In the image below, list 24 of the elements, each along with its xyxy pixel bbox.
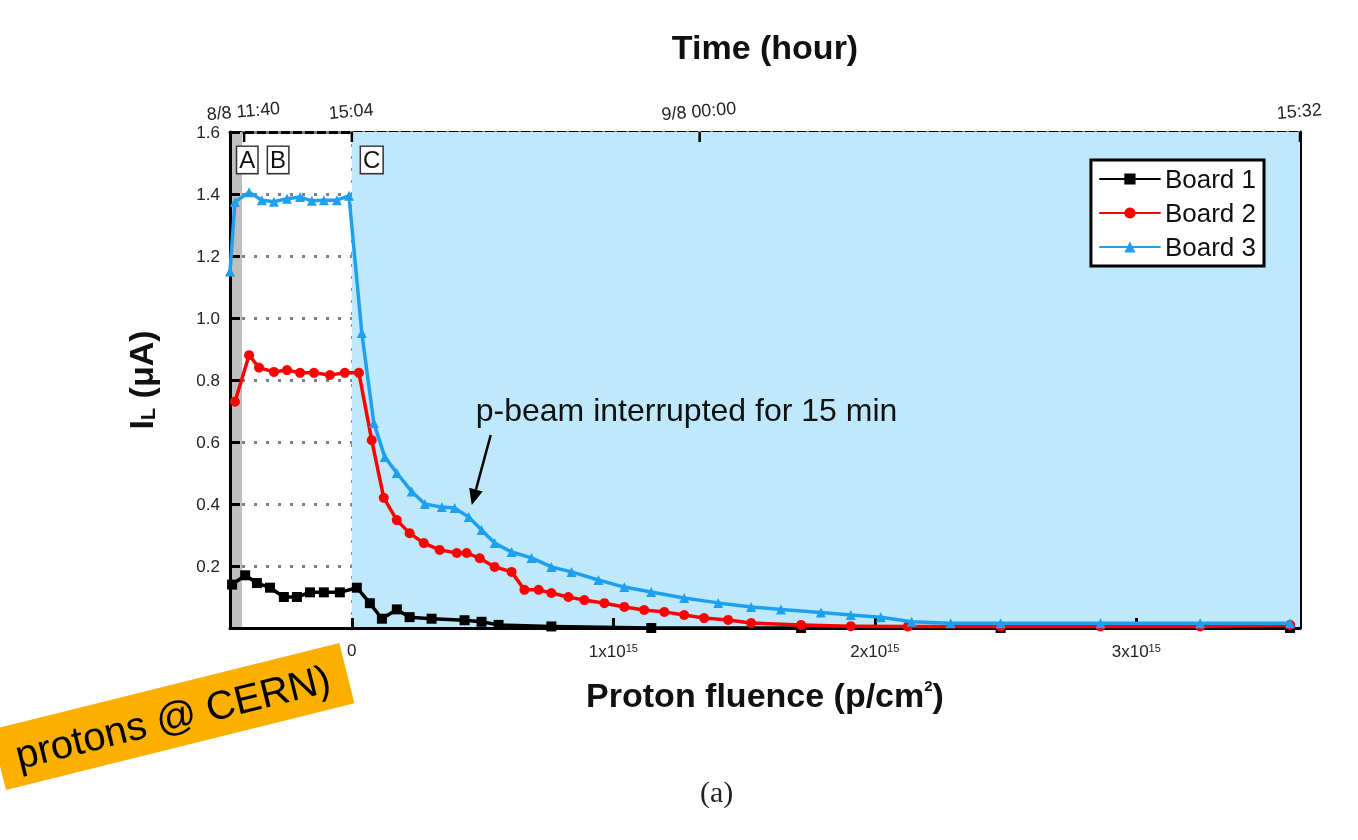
- y-tick-label: 1.2: [196, 246, 220, 266]
- y-tick-label: 0.6: [196, 432, 220, 452]
- y-tick-label: 0.4: [196, 494, 220, 514]
- annotation: p-beam interrupted for 15 min: [475, 392, 898, 429]
- y-tick-label: 1.4: [196, 184, 220, 204]
- y-tick-label: 0.2: [196, 556, 220, 576]
- y-tick-label: 1.6: [196, 122, 220, 142]
- y-axis-title: IL (μA): [122, 330, 160, 430]
- annotation: B: [270, 146, 287, 174]
- annotation: A: [239, 146, 256, 174]
- text: (a): [700, 775, 734, 809]
- legend-label: Board 1: [1164, 164, 1257, 194]
- text: protons @ CERN): [10, 656, 335, 777]
- legend-label: Board 3: [1164, 232, 1257, 262]
- legend-label: Board 2: [1164, 198, 1257, 228]
- annotation: C: [363, 146, 381, 174]
- x2-axis-title: Time (hour): [671, 28, 859, 66]
- annotation: 15:32: [1275, 99, 1323, 123]
- annotation: 15:04: [327, 99, 375, 123]
- y-tick-label: 1.0: [196, 308, 220, 328]
- annotation: 9/8 00:00: [660, 97, 738, 125]
- x-tick-label: 0: [347, 641, 357, 660]
- y-tick-label: 0.8: [196, 370, 220, 390]
- annotation: 8/8 11:40: [205, 97, 281, 125]
